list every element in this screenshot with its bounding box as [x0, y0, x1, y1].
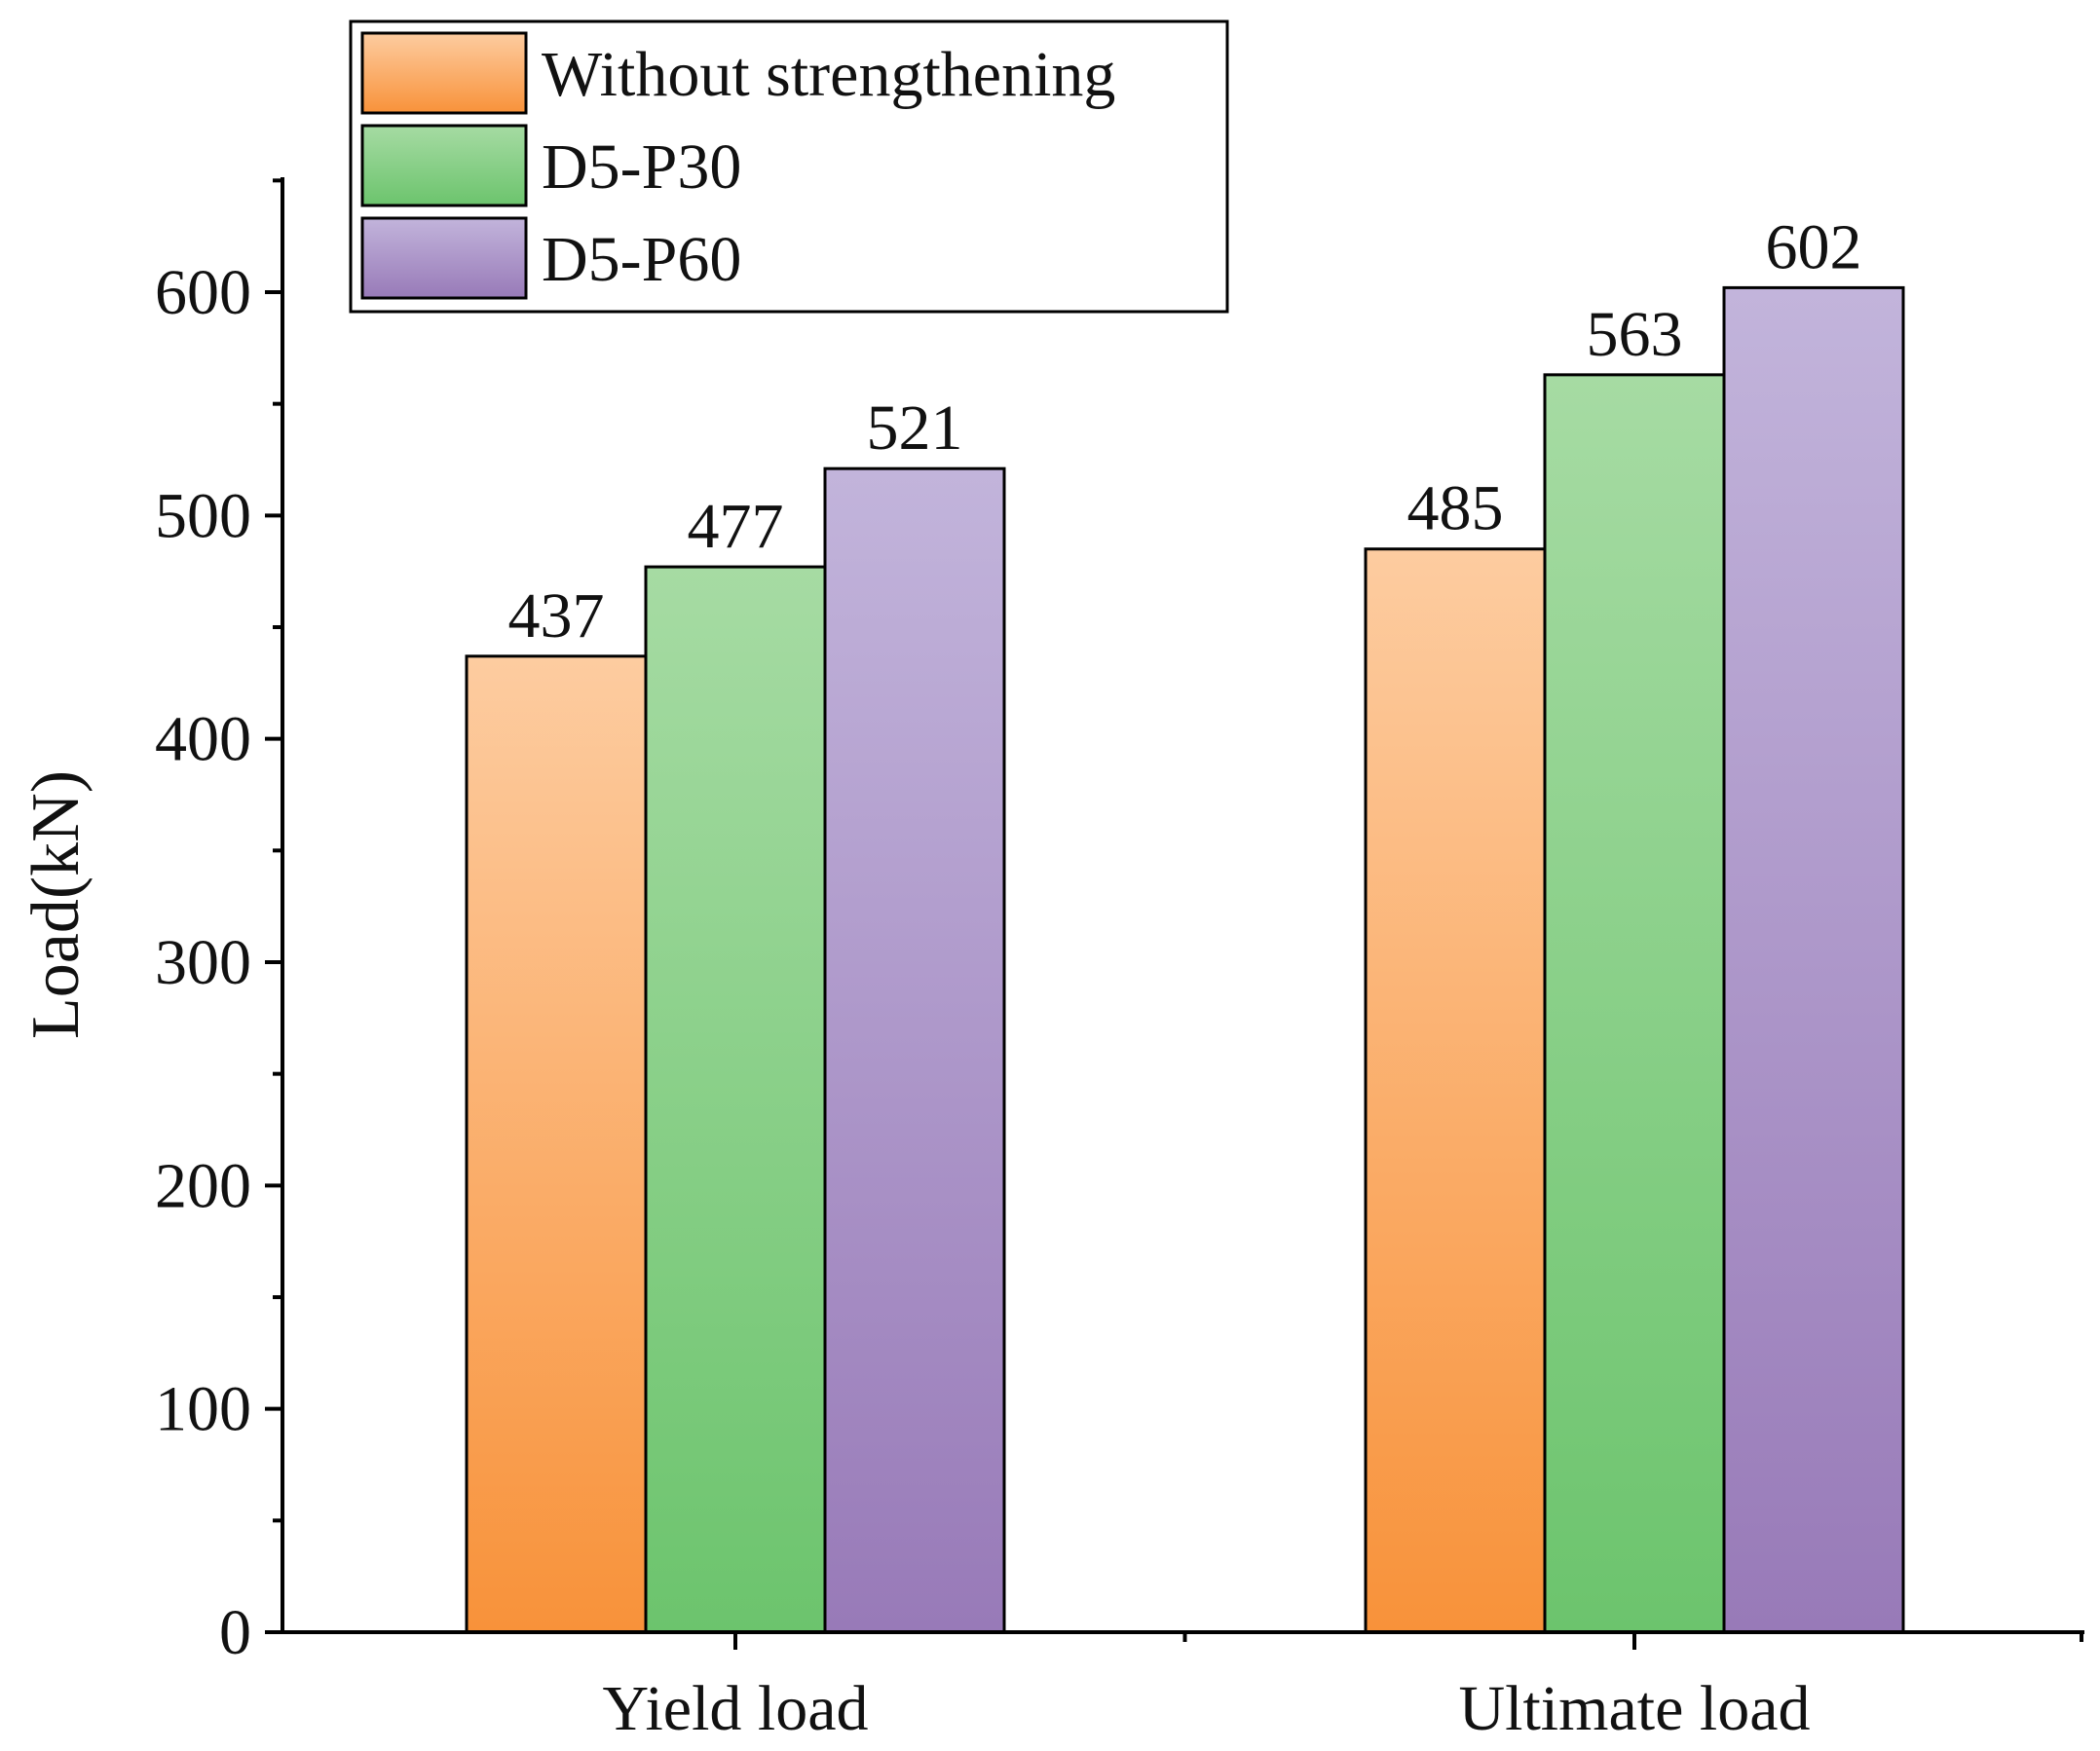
- y-tick-label: 100: [155, 1374, 251, 1445]
- legend-label: D5-P60: [542, 224, 741, 295]
- bars-layer: [465, 285, 1905, 1634]
- data-label: 477: [688, 491, 784, 562]
- y-tick-label: 600: [155, 257, 251, 328]
- y-tick-label: 300: [155, 927, 251, 998]
- legend-swatch: [360, 124, 528, 207]
- bar-yield-load-d5-p30: [644, 565, 827, 1634]
- bar-ultimate-load-without-strengthening: [1364, 547, 1547, 1634]
- data-label: 437: [508, 580, 605, 652]
- x-ticks: Yield load Ultimate load: [602, 1632, 2083, 1744]
- legend-swatch: [360, 216, 528, 300]
- y-ticks: 0 100 200 300 400 500 600: [155, 178, 282, 1668]
- x-tick-label: Yield load: [602, 1673, 868, 1744]
- data-label: 602: [1766, 211, 1862, 282]
- data-label: 563: [1587, 299, 1683, 370]
- bar-ultimate-load-d5-p60: [1722, 285, 1905, 1634]
- legend: Without strengthening D5-P30 D5-P60: [349, 19, 1229, 314]
- data-label: 521: [867, 392, 963, 464]
- legend-label: Without strengthening: [542, 39, 1115, 110]
- bar-yield-load-without-strengthening: [465, 654, 648, 1634]
- data-labels: 437 477 521 485 563 602: [508, 211, 1862, 651]
- bar-yield-load-d5-p60: [823, 466, 1006, 1634]
- y-tick-label: 200: [155, 1150, 251, 1221]
- y-tick-label: 500: [155, 480, 251, 551]
- y-tick-label: 400: [155, 704, 251, 775]
- y-tick-label: 0: [219, 1597, 251, 1668]
- data-label: 485: [1407, 473, 1504, 544]
- bar-ultimate-load-d5-p30: [1543, 373, 1726, 1634]
- x-tick-label: Ultimate load: [1458, 1673, 1810, 1744]
- legend-label: D5-P30: [542, 131, 741, 203]
- legend-swatch: [360, 31, 528, 115]
- y-axis-title: Load(kN): [19, 770, 94, 1039]
